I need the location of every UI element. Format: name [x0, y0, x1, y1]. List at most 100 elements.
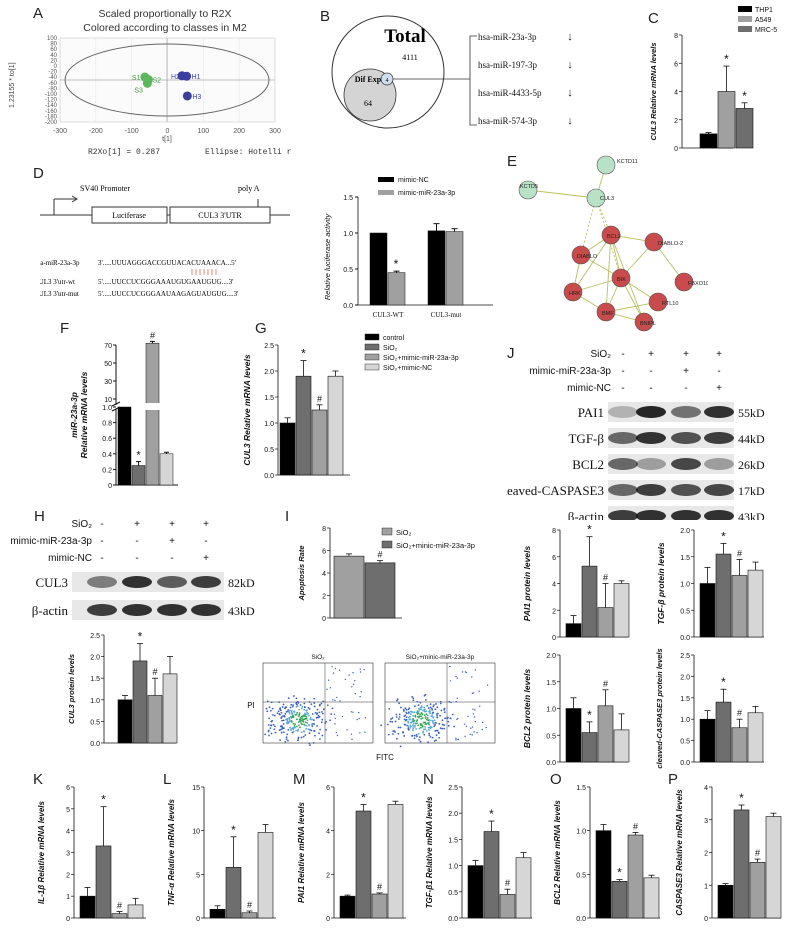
flow-event [391, 717, 394, 719]
band-label: β-actin [568, 509, 605, 520]
flow-event [443, 711, 446, 714]
a-point [177, 71, 187, 81]
sign-mark: - [649, 383, 652, 394]
seq2-name: CUL3 3'utr-wt [40, 278, 75, 286]
y-tick-label: 1.5 [576, 785, 586, 792]
flow-event [444, 717, 446, 720]
sign-mark: - [684, 383, 687, 394]
flow-event [471, 726, 474, 728]
a-point-label: S3 [134, 87, 143, 94]
flow-event [287, 728, 290, 731]
flow-event [481, 728, 483, 731]
flow-event [306, 722, 309, 724]
mirna-label: hsa-miR-23a-3p [478, 32, 537, 42]
blot-band [608, 458, 638, 470]
panel-h-chart: 0.0 0.5 1.0 1.5 2.0 2.5 * # CUL3 protein levels [67, 630, 178, 748]
panel-j-tgfb-chart: 0.0 0.5 1.0 1.5 2.0 * # TGF-β protein levels [656, 528, 764, 642]
flow-event [412, 722, 415, 725]
y-axis-label: cleaved-CASPASE3 protein levels [655, 648, 664, 768]
legend-label: THP1 [755, 7, 773, 14]
flow-event [359, 668, 361, 670]
flow-event [344, 678, 347, 681]
flow-event [321, 712, 324, 715]
flow-event [289, 726, 291, 729]
flow-event [417, 704, 420, 707]
flow-event [267, 724, 270, 726]
flow-event [428, 734, 431, 737]
y-tick-label: 1.5 [680, 555, 690, 562]
network-node [634, 312, 654, 332]
blot-band [608, 510, 638, 520]
a-ytick-label: -40 [48, 75, 57, 81]
flow-event [271, 707, 274, 710]
flow-event [421, 712, 423, 715]
flow-event [318, 732, 320, 735]
flow-event [451, 713, 454, 716]
flow-event [270, 724, 273, 727]
flow-event [455, 739, 457, 741]
y-tick-label: 0.0 [680, 760, 690, 767]
flow-event [428, 723, 431, 726]
flow-event [286, 710, 289, 713]
flow-event [443, 727, 446, 730]
flow-event [473, 716, 476, 718]
flow-event [305, 715, 308, 718]
flow-event [434, 708, 437, 711]
flow-event [290, 711, 293, 714]
y-tick-label: 0.0 [680, 635, 690, 642]
y-axis-label: CUL3 protein levels [67, 654, 76, 724]
flow-event [304, 734, 307, 736]
flow-event [478, 690, 480, 692]
condition-label: SiO₂ [71, 519, 92, 530]
flow-event [405, 718, 408, 721]
y-tick-label: 2 [326, 872, 330, 879]
flow-event [425, 723, 428, 725]
flow-event [339, 700, 341, 702]
panel-o-chart: 0.0 0.5 1.0 1.5 * # BCL2 Relative mRNA levels [553, 785, 660, 923]
panel-letter-i: I [285, 508, 290, 525]
flow-event [423, 728, 425, 731]
bar [369, 232, 388, 306]
significance-mark: * [739, 791, 744, 805]
flow-event [296, 730, 299, 732]
bar [747, 569, 764, 638]
significance-mark: * [101, 793, 106, 807]
flow-event [278, 713, 281, 715]
legend-swatch [364, 363, 380, 371]
flow-event [303, 718, 306, 721]
y-tick-label: 8 [552, 528, 556, 535]
flow-event [297, 739, 299, 742]
flow-event [424, 717, 427, 719]
flow-event [427, 741, 429, 744]
bar [117, 406, 132, 486]
flow-event [309, 718, 312, 721]
y-tick-label: 0 [322, 616, 326, 623]
flow-event [455, 737, 457, 740]
sign-mark: - [170, 553, 173, 564]
flow-event [418, 715, 421, 718]
overlap-count: 4 [386, 78, 389, 84]
flow-event [279, 739, 282, 742]
y-tick-label: 1.0 [102, 405, 112, 412]
flow-event [306, 711, 309, 714]
flow-event [440, 709, 443, 712]
flow-event [456, 677, 459, 679]
panel-i-chart: 0 2 4 6 8 # Apoptosis Rate SiO₂ SiO₂+minic-miR-2… [297, 526, 475, 623]
bar [387, 272, 406, 306]
network-node-label: KCTD5 [520, 184, 538, 190]
flow-event [341, 715, 344, 718]
flow-event [420, 726, 422, 729]
mirna-label: hsa-miR-197-3p [478, 60, 537, 70]
panel-letter-f: F [60, 320, 70, 337]
sign-mark: - [100, 519, 103, 530]
flow-event [308, 742, 311, 745]
flow-event [288, 711, 291, 714]
flow-event [332, 672, 335, 674]
flow-event [280, 717, 283, 720]
flow-event [439, 700, 442, 703]
condition-label: SiO₂ [590, 349, 611, 360]
y-tick-label: 4 [704, 785, 708, 792]
significance-mark: # [317, 394, 322, 404]
flow-event [270, 732, 273, 735]
flow-event [409, 726, 412, 729]
